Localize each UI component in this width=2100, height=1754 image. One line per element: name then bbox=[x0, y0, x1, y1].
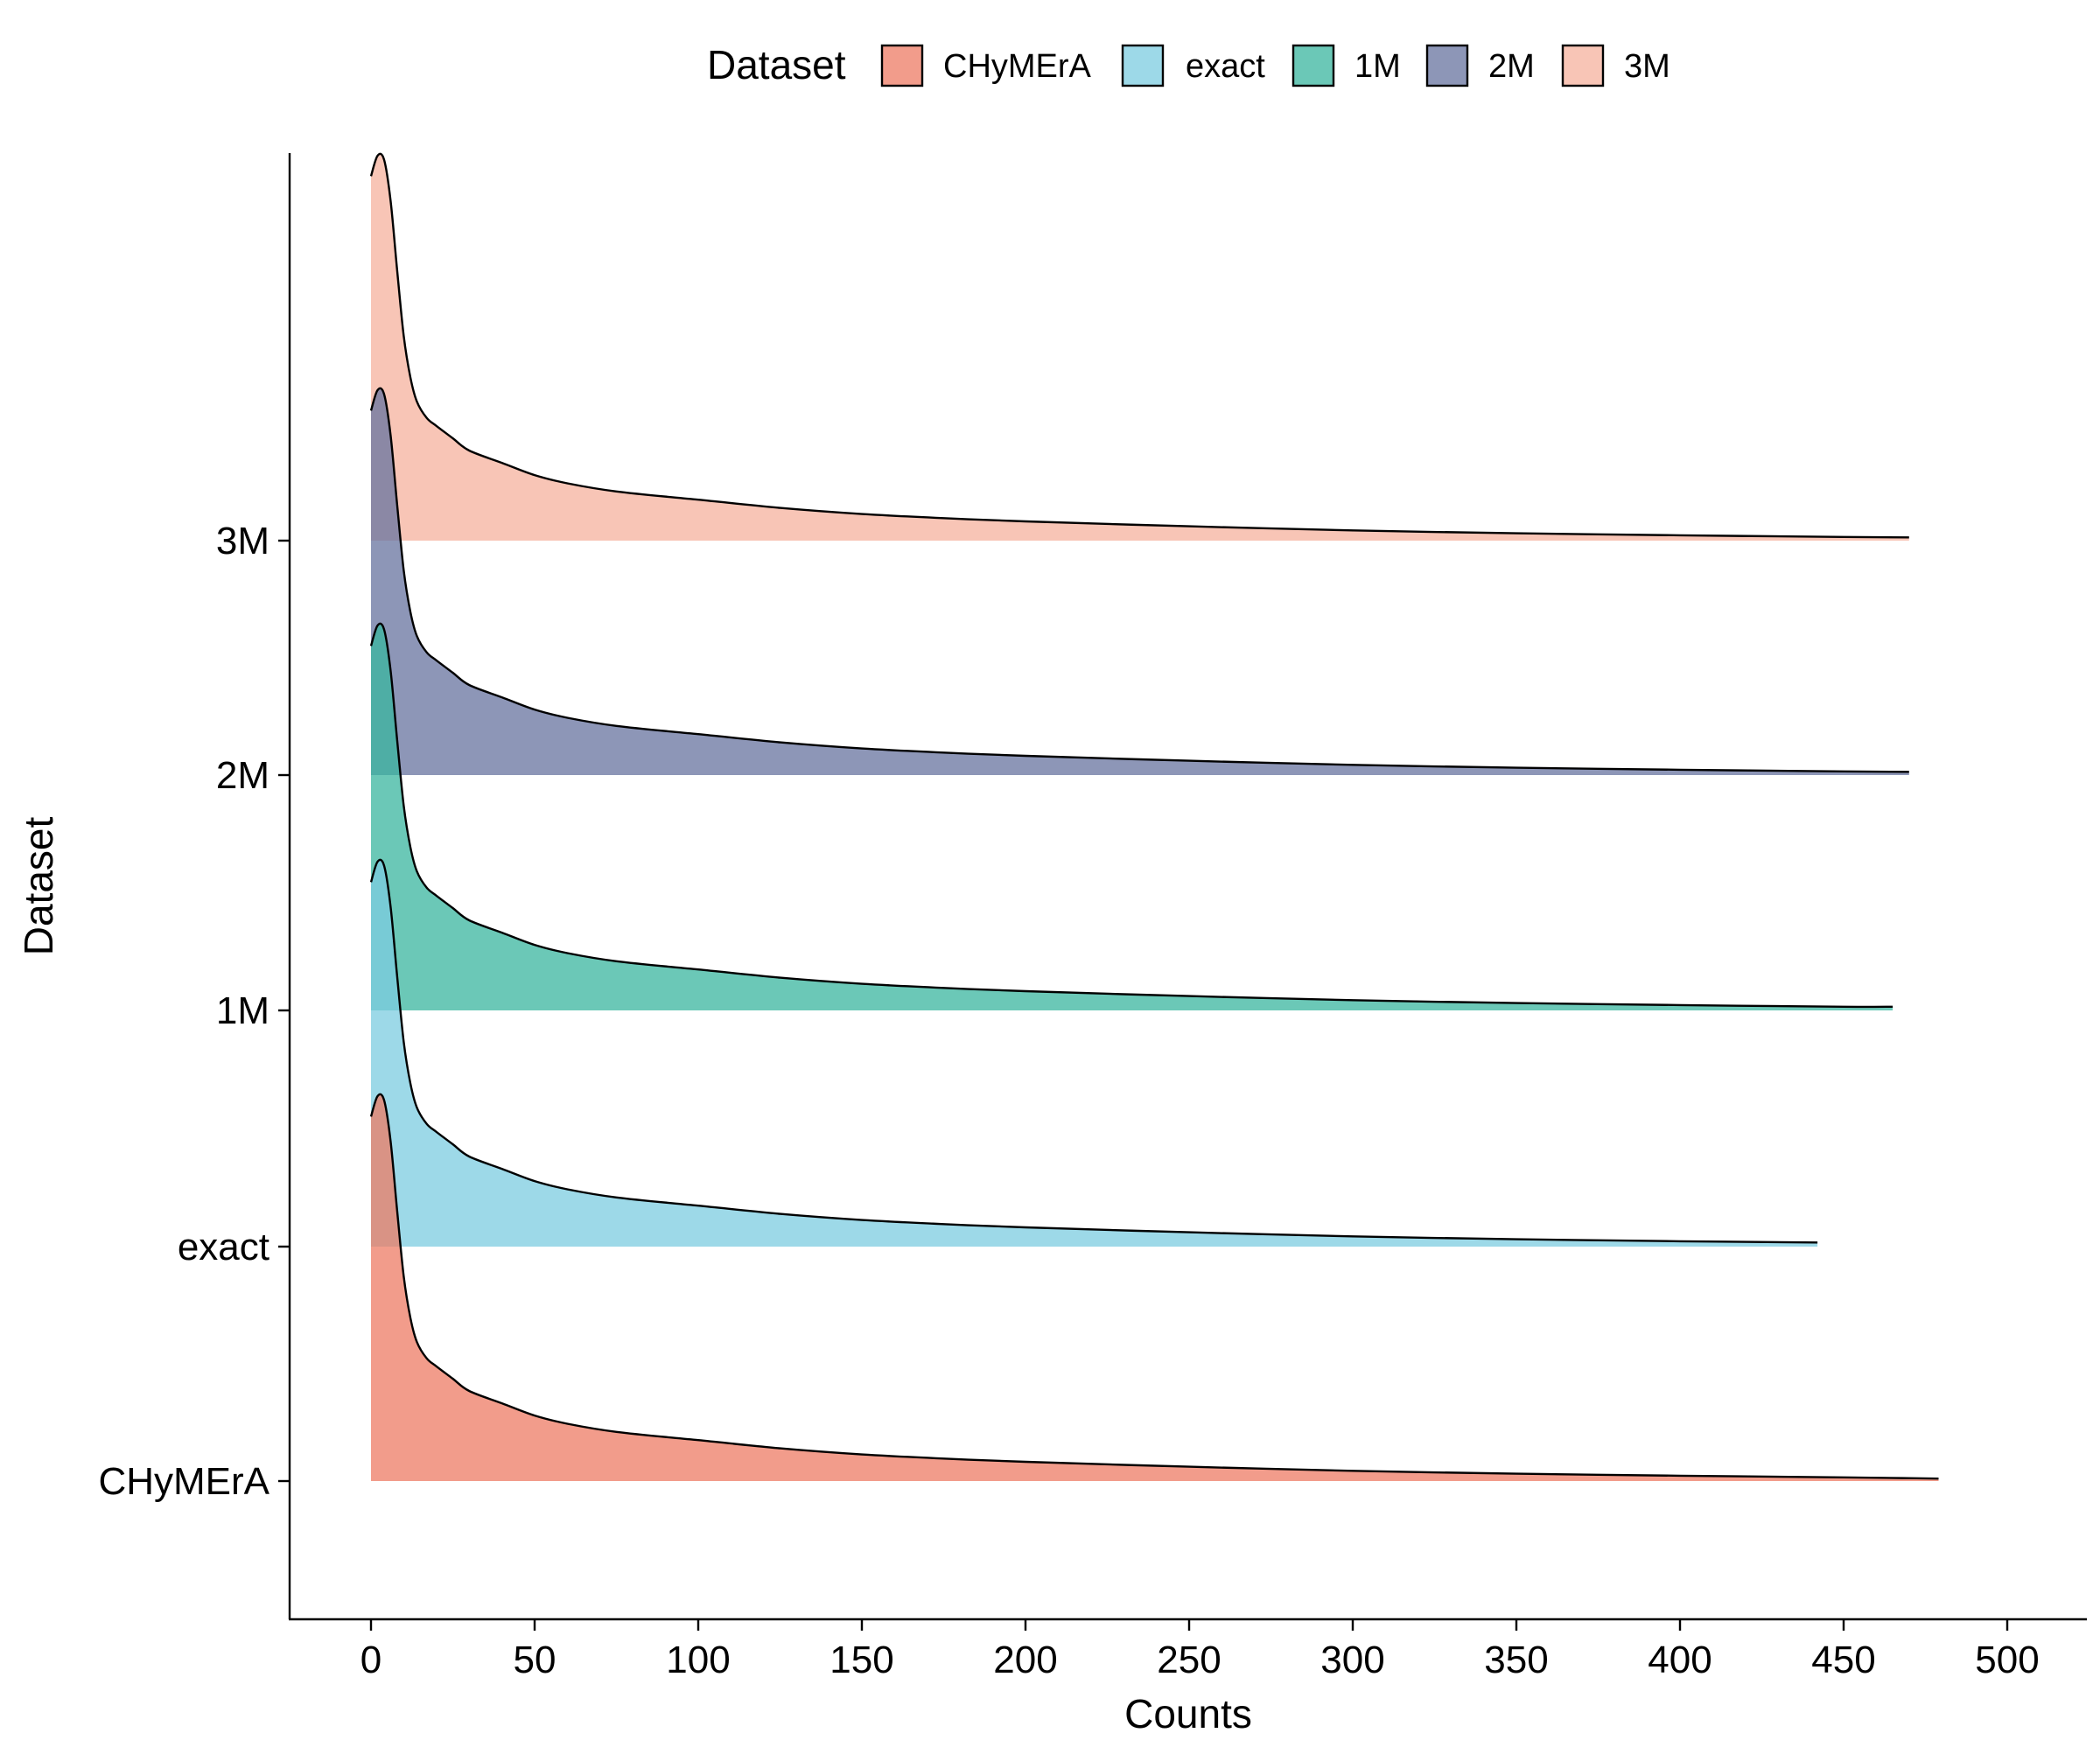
legend-label-2M: 2M bbox=[1488, 48, 1535, 85]
legend-label-1M: 1M bbox=[1354, 48, 1401, 85]
ridge-exact bbox=[369, 858, 1818, 1247]
x-tick-label-100: 100 bbox=[666, 1639, 730, 1681]
ridge-area-1M bbox=[371, 623, 1894, 1010]
x-tick-label-400: 400 bbox=[1648, 1639, 1712, 1681]
legend-key-exact bbox=[1121, 44, 1165, 87]
y-ticks: CHyMErA exact 1M 2M 3M bbox=[98, 520, 290, 1503]
y-tick-label-3M: 3M bbox=[216, 520, 270, 563]
legend-key-3M bbox=[1561, 44, 1605, 87]
legend-key-CHyMErA bbox=[880, 44, 924, 87]
legend-key-1M bbox=[1292, 44, 1335, 87]
x-tick-label-300: 300 bbox=[1320, 1639, 1384, 1681]
ridge-outline-2M bbox=[369, 387, 1909, 773]
legend-label-CHyMErA: CHyMErA bbox=[943, 48, 1092, 85]
axes: 0 50 100 150 200 250 300 350 400 450 500 CHyMErA ex… bbox=[98, 153, 2087, 1681]
legend-item-2M: 2M bbox=[1425, 44, 1535, 87]
ridge-2M bbox=[369, 387, 1909, 775]
legend-item-exact: exact bbox=[1121, 44, 1265, 87]
x-tick-label-0: 0 bbox=[360, 1639, 382, 1681]
y-tick-label-exact: exact bbox=[178, 1226, 270, 1268]
legend-item-CHyMErA: CHyMErA bbox=[880, 44, 1092, 87]
legend-key-2M bbox=[1425, 44, 1469, 87]
y-tick-label-1M: 1M bbox=[216, 989, 270, 1032]
x-ticks: 0 50 100 150 200 250 300 350 400 450 500 bbox=[360, 1619, 2040, 1681]
legend-label-exact: exact bbox=[1186, 48, 1265, 85]
x-tick-label-200: 200 bbox=[993, 1639, 1057, 1681]
legend: Dataset CHyMErA exact 1M 2M 3M bbox=[707, 42, 1670, 87]
ridge-outline-exact bbox=[369, 858, 1818, 1244]
y-tick-label-2M: 2M bbox=[216, 754, 270, 797]
x-tick-label-250: 250 bbox=[1157, 1639, 1221, 1681]
x-tick-label-500: 500 bbox=[1975, 1639, 2039, 1681]
legend-item-3M: 3M bbox=[1561, 44, 1670, 87]
ridge-outline-CHyMErA bbox=[369, 1093, 1939, 1480]
legend-label-3M: 3M bbox=[1624, 48, 1670, 85]
legend-item-1M: 1M bbox=[1292, 44, 1401, 87]
legend-items: CHyMErA exact 1M 2M 3M bbox=[880, 44, 1670, 87]
ridge-area-2M bbox=[371, 388, 1909, 775]
ridge-1M bbox=[369, 622, 1894, 1010]
legend-title: Dataset bbox=[707, 42, 846, 87]
x-tick-label-50: 50 bbox=[514, 1639, 556, 1681]
ridge-3M bbox=[369, 152, 1909, 541]
x-tick-label-150: 150 bbox=[830, 1639, 893, 1681]
x-axis-title: Counts bbox=[1124, 1691, 1252, 1737]
ridge-CHyMErA bbox=[369, 1093, 1939, 1481]
ridges bbox=[369, 152, 1939, 1481]
ridge-outline-3M bbox=[369, 152, 1909, 539]
ridge-area-CHyMErA bbox=[371, 1094, 1939, 1481]
y-axis-title: Dataset bbox=[16, 817, 61, 956]
ridge-area-3M bbox=[371, 153, 1909, 541]
x-tick-label-450: 450 bbox=[1811, 1639, 1875, 1681]
y-tick-label-CHyMErA: CHyMErA bbox=[98, 1460, 270, 1503]
ridge-area-exact bbox=[371, 859, 1818, 1247]
x-tick-label-350: 350 bbox=[1484, 1639, 1548, 1681]
ridge-outline-1M bbox=[369, 622, 1894, 1009]
